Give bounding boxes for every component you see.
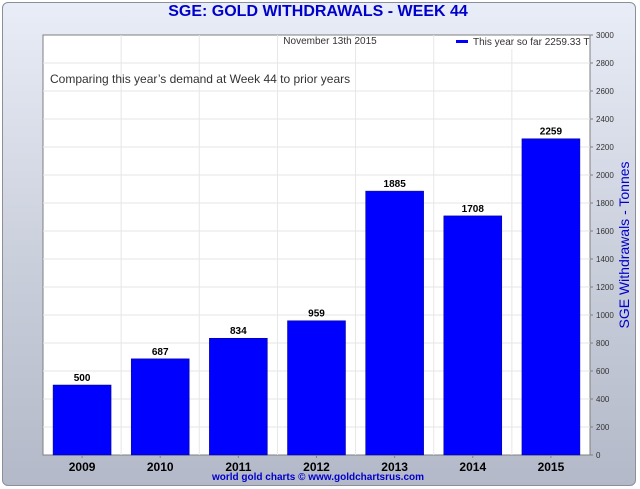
y-tick-label: 0 [596, 451, 601, 460]
y-tick-label: 1600 [596, 227, 614, 236]
y-tick-label: 200 [596, 423, 610, 432]
bar-value-label: 834 [230, 326, 247, 337]
y-tick-label: 2800 [596, 59, 614, 68]
bar [365, 190, 424, 456]
legend-label: This year so far 2259.33 T [473, 37, 590, 48]
bar-value-label: 2259 [540, 127, 563, 138]
x-tick-label: 2013 [381, 460, 408, 474]
chart-title: SGE: GOLD WITHDRAWALS - WEEK 44 [168, 3, 468, 20]
bar-value-label: 687 [152, 347, 169, 358]
y-tick-label: 1200 [596, 283, 614, 292]
bar [130, 358, 190, 456]
bar-layer: 500 687 834 959 1885 1708 2259 [52, 127, 581, 456]
bar [52, 384, 112, 456]
bar-value-label: 1885 [384, 179, 407, 190]
bar-value-label: 1708 [462, 204, 485, 215]
bar [521, 138, 581, 456]
legend-swatch [456, 40, 468, 43]
x-tick-label: 2014 [459, 460, 486, 474]
bar [209, 337, 268, 456]
y-tick-label: 1400 [596, 255, 614, 264]
x-tick-label: 2012 [303, 460, 330, 474]
y-tick-label: 3000 [596, 31, 614, 40]
chart-annotation: Comparing this year’s demand at Week 44 … [50, 72, 350, 86]
x-tick-label: 2009 [69, 460, 96, 474]
y-tick-label: 800 [596, 339, 610, 348]
y-tick-label: 2200 [596, 143, 614, 152]
tick-layer: 0 200 400 600 800 1000 1200 1400 1600 1800 2000 220… [69, 31, 615, 474]
y-tick-label: 400 [596, 395, 610, 404]
y-tick-label: 2000 [596, 171, 614, 180]
bar-value-label: 500 [74, 373, 91, 384]
bar [287, 320, 346, 456]
footer-credit: world gold charts © www.goldchartsrus.co… [211, 472, 425, 483]
y-tick-label: 1800 [596, 199, 614, 208]
x-tick-label: 2010 [147, 460, 174, 474]
x-tick-label: 2015 [538, 460, 565, 474]
y-tick-label: 2400 [596, 115, 614, 124]
x-tick-label: 2011 [225, 460, 251, 474]
bar [443, 215, 503, 456]
y-tick-label: 600 [596, 367, 610, 376]
bar-value-label: 959 [308, 309, 325, 320]
y-tick-label: 1000 [596, 311, 614, 320]
y-tick-label: 2600 [596, 87, 614, 96]
legend-box [454, 37, 584, 49]
chart-date: November 13th 2015 [283, 36, 377, 47]
